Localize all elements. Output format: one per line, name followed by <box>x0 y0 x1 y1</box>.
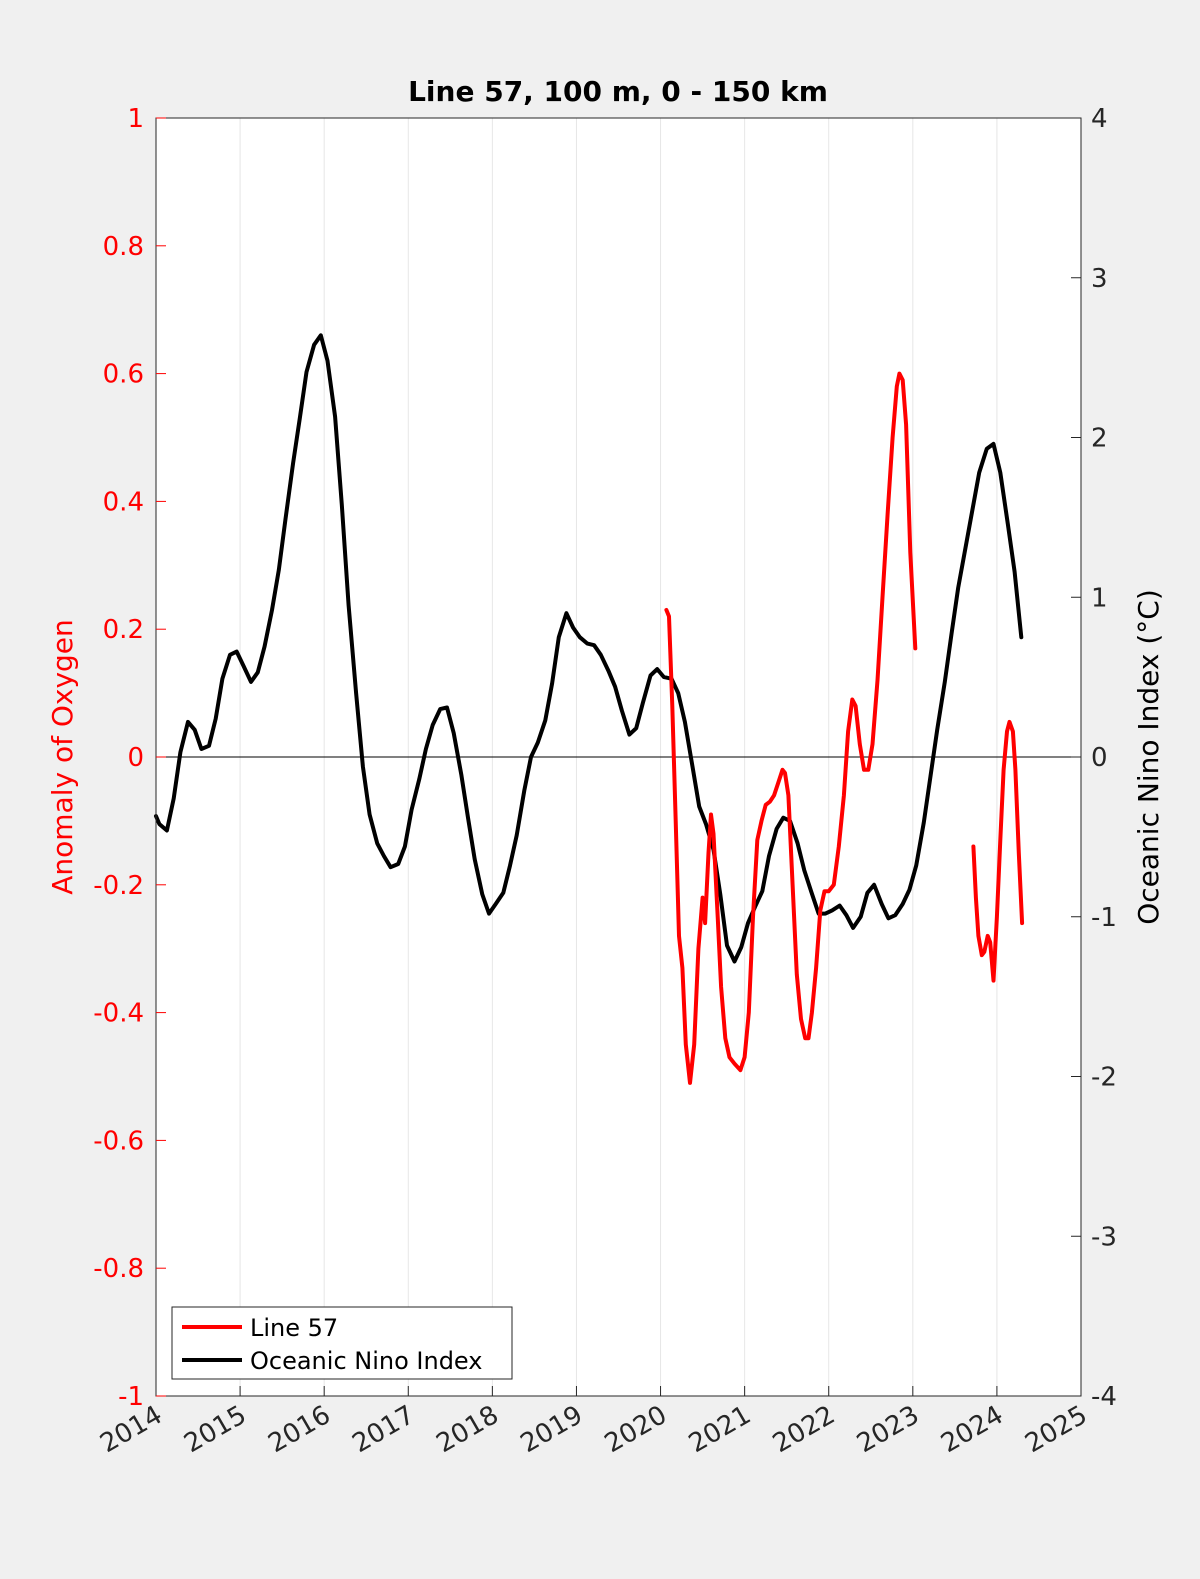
x-tick-label: 2018 <box>432 1400 504 1459</box>
y-left-tick-label: 0 <box>127 743 144 773</box>
y-axis-right-label: Oceanic Nino Index (°C) <box>1132 589 1165 925</box>
series-line57 <box>971 719 1025 983</box>
y-left-tick-label: -0.2 <box>93 871 144 901</box>
y-axis-left-label: Anomaly of Oxygen <box>46 619 79 895</box>
x-tick-label: 2025 <box>1020 1400 1092 1459</box>
x-tick-label: 2017 <box>347 1400 419 1459</box>
y-left-tick-label: -0.8 <box>93 1254 144 1284</box>
legend-box <box>171 1306 513 1380</box>
y-left-tick-label: 0.2 <box>103 615 144 645</box>
y-left-tick-label: -0.6 <box>93 1126 144 1156</box>
y-right-tick-label: 0 <box>1091 743 1108 773</box>
y-left-tick-label: -0.4 <box>93 999 144 1029</box>
legend: Line 57 Oceanic Nino Index <box>171 1306 513 1380</box>
legend-label-oni: Oceanic Nino Index <box>250 1347 482 1375</box>
x-axis: 2014 2015 2016 2017 2018 2019 2020 2021 2022 2023… <box>95 1386 1093 1459</box>
x-tick-label: 2019 <box>516 1400 588 1459</box>
y-right-tick-label: 4 <box>1091 104 1108 134</box>
y-left-tick-label: -1 <box>118 1382 144 1412</box>
y-right-tick-label: -1 <box>1091 903 1117 933</box>
x-tick-label: 2021 <box>684 1400 756 1459</box>
y-axis-right: 4 3 2 1 0 -1 -2 -3 -4 <box>1071 104 1117 1412</box>
y-left-tick-label: 0.8 <box>103 232 144 262</box>
chart-title: Line 57, 100 m, 0 - 150 km <box>408 75 828 108</box>
series-oni <box>154 333 1024 964</box>
y-right-tick-label: 3 <box>1091 264 1108 294</box>
legend-label-line57: Line 57 <box>250 1314 338 1342</box>
x-tick-label: 2015 <box>179 1400 251 1459</box>
x-tick-label: 2024 <box>936 1400 1008 1459</box>
y-axis-left: 1 0.8 0.6 0.4 0.2 0 -0.2 -0.4 -0.6 -0.8 -1 <box>93 104 166 1412</box>
x-tick-label: 2023 <box>852 1400 924 1459</box>
series-line57 <box>664 371 918 1085</box>
y-right-tick-label: 1 <box>1091 583 1108 613</box>
x-tick-label: 2016 <box>263 1400 335 1459</box>
y-left-tick-label: 1 <box>127 104 144 134</box>
y-left-tick-label: 0.6 <box>103 360 144 390</box>
y-right-tick-label: -2 <box>1091 1063 1117 1093</box>
y-right-tick-label: 2 <box>1091 424 1108 454</box>
y-left-tick-label: 0.4 <box>103 487 144 517</box>
x-tick-label: 2020 <box>600 1400 672 1459</box>
x-tick-label: 2022 <box>768 1400 840 1459</box>
y-right-tick-label: -4 <box>1091 1382 1117 1412</box>
y-right-tick-label: -3 <box>1091 1222 1117 1252</box>
series-group <box>154 333 1025 1085</box>
